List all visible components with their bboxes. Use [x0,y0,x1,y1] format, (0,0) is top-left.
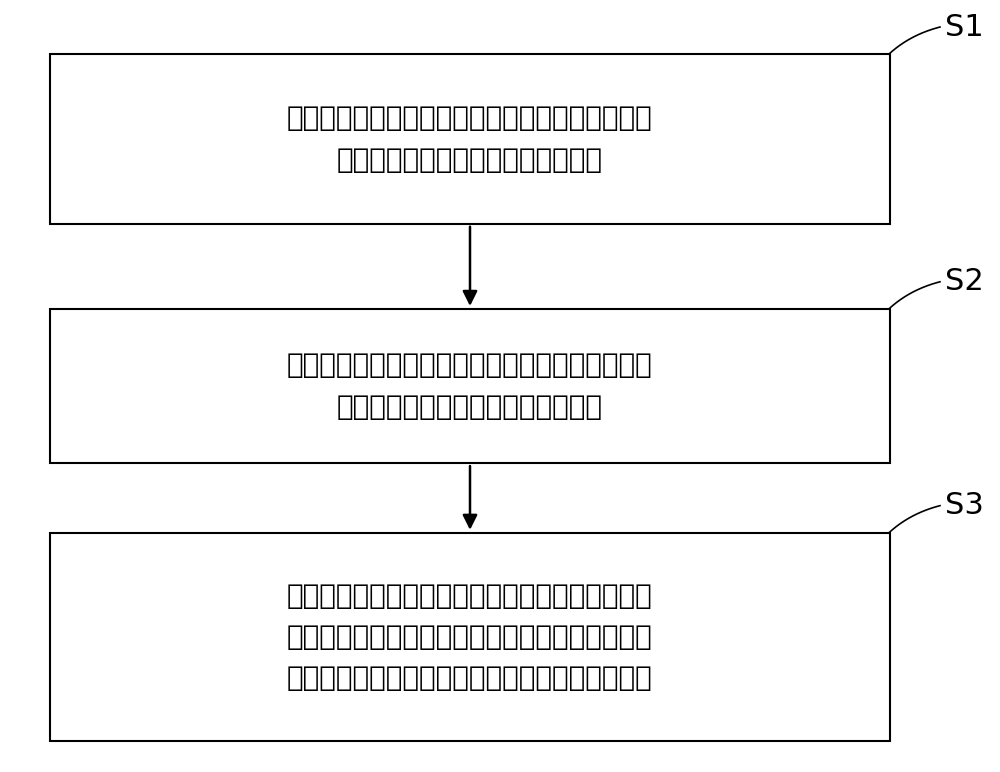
Text: S2: S2 [945,267,984,296]
FancyBboxPatch shape [50,309,890,463]
Text: 获取静电卡盘的实际承载温度以及用于对静电卡盘
进行加热的加热部件的实际加热温度: 获取静电卡盘的实际承载温度以及用于对静电卡盘 进行加热的加热部件的实际加热温度 [287,104,653,174]
Text: 根据实际加热温度和目标加热温度，调节加热部件
的加热功率，以通过调节加热部件的实际加热温度
，使静电卡盘的实际承载温度和预设承载温度相等: 根据实际加热温度和目标加热温度，调节加热部件 的加热功率，以通过调节加热部件的实… [287,581,653,692]
Text: S3: S3 [945,491,984,520]
FancyBboxPatch shape [50,54,890,224]
Text: 根据静电卡盘的预设承载温度和实际承载温度，计
算加热部件所需提供的目标加热温度: 根据静电卡盘的预设承载温度和实际承载温度，计 算加热部件所需提供的目标加热温度 [287,351,653,421]
FancyBboxPatch shape [50,533,890,741]
Text: S1: S1 [945,12,984,42]
